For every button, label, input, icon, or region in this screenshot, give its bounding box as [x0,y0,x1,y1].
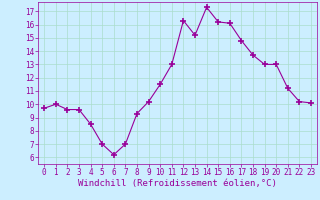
X-axis label: Windchill (Refroidissement éolien,°C): Windchill (Refroidissement éolien,°C) [78,179,277,188]
